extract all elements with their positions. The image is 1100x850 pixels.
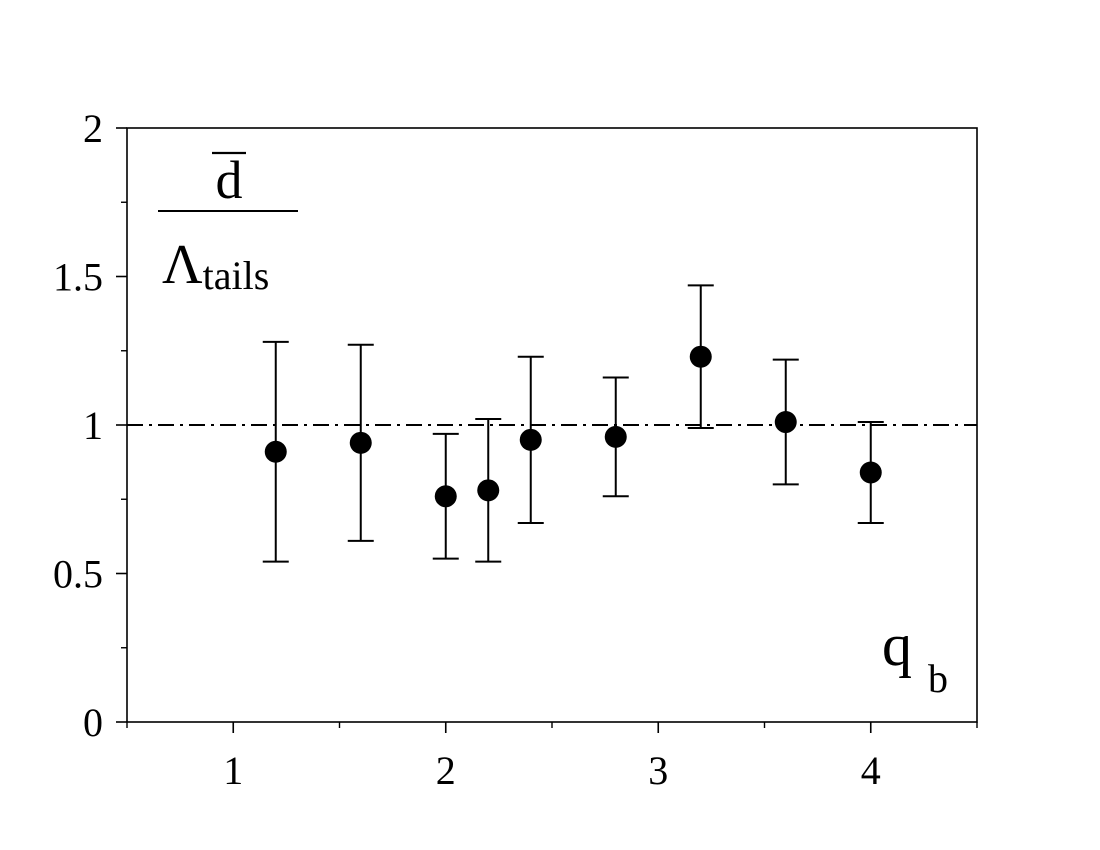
y-tick-label: 1 bbox=[83, 403, 103, 448]
data-point bbox=[475, 418, 502, 563]
point-marker bbox=[604, 425, 627, 448]
data-point bbox=[347, 343, 374, 542]
y-tick-label: 2 bbox=[83, 106, 103, 151]
data-point bbox=[857, 421, 884, 525]
point-marker bbox=[349, 431, 372, 454]
y-tick-label: 0 bbox=[83, 700, 103, 745]
y-tick-label: 0.5 bbox=[53, 552, 103, 597]
x-axis-label: q b bbox=[882, 612, 948, 701]
y-axis-label: d Λtails bbox=[158, 150, 298, 298]
x-tick-label: 1 bbox=[223, 748, 243, 793]
point-marker bbox=[477, 479, 500, 502]
data-point bbox=[517, 355, 544, 525]
point-marker bbox=[859, 461, 882, 484]
ylabel-numerator: d bbox=[216, 150, 243, 210]
data-point bbox=[687, 284, 714, 429]
data-point bbox=[432, 432, 459, 560]
data-point bbox=[772, 358, 799, 486]
data-point bbox=[262, 340, 289, 563]
ticks-layer bbox=[116, 127, 978, 733]
x-tick-label: 2 bbox=[436, 748, 456, 793]
point-marker bbox=[774, 411, 797, 434]
point-marker bbox=[689, 345, 712, 368]
x-tick-label: 3 bbox=[648, 748, 668, 793]
xlabel-main: q bbox=[882, 612, 912, 678]
xlabel-sub: b bbox=[928, 656, 948, 701]
ylabel-denominator-main: Λ bbox=[162, 234, 203, 296]
point-marker bbox=[519, 428, 542, 451]
y-tick-label: 1.5 bbox=[53, 255, 103, 300]
data-point bbox=[602, 376, 629, 498]
x-tick-label: 4 bbox=[861, 748, 881, 793]
data-points-layer bbox=[262, 284, 884, 563]
tick-labels-layer: 0 0.5 1 1.5 2 1 2 3 4 bbox=[53, 106, 881, 793]
ylabel-denominator-sub: tails bbox=[203, 253, 270, 298]
ylabel-denominator: Λtails bbox=[162, 234, 269, 298]
point-marker bbox=[434, 485, 457, 508]
point-marker bbox=[264, 440, 287, 463]
